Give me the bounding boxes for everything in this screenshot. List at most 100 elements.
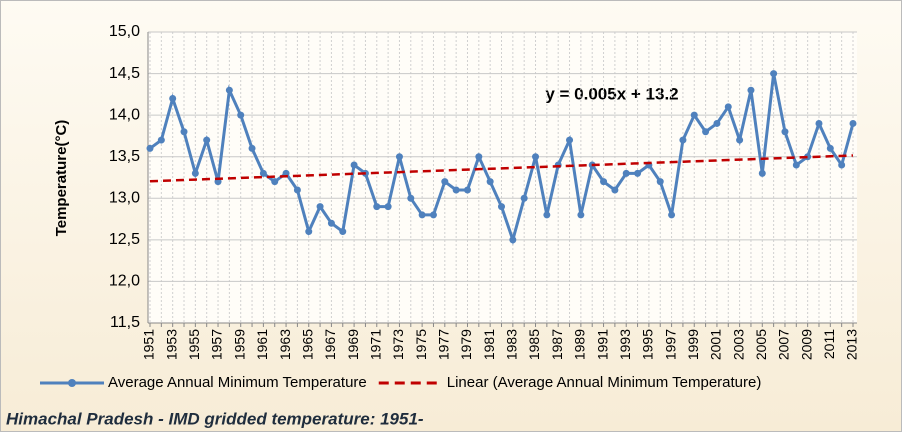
x-tick-label: 1999 (685, 329, 701, 360)
data-point (203, 136, 211, 144)
y-tick-label: 12,0 (109, 273, 140, 290)
data-point (781, 128, 789, 136)
plot-area (148, 32, 857, 323)
data-point (600, 178, 608, 186)
x-tick-label: 2013 (844, 329, 860, 360)
x-tick-label: 1981 (481, 329, 497, 360)
data-point (770, 70, 778, 78)
x-tick-label: 1957 (209, 329, 225, 360)
data-point (838, 161, 846, 169)
legend-marker (68, 379, 76, 387)
x-tick-label: 1961 (254, 329, 270, 360)
data-point (225, 86, 233, 94)
x-tick-label: 1973 (390, 329, 406, 360)
y-tick-label: 11,5 (110, 314, 140, 331)
data-point (792, 161, 800, 169)
x-tick-label: 1993 (617, 329, 633, 360)
data-point (395, 153, 403, 161)
x-tick-label: 1951 (141, 329, 157, 360)
y-tick-label: 15,0 (109, 23, 140, 40)
data-point (452, 186, 460, 194)
data-point (180, 128, 188, 136)
data-point (339, 228, 347, 236)
x-tick-label: 2005 (753, 329, 769, 360)
data-point (724, 103, 732, 111)
data-point (656, 178, 664, 186)
x-tick-label: 1995 (640, 329, 656, 360)
data-point (498, 203, 505, 211)
x-tick-label: 1971 (367, 329, 383, 360)
data-point (532, 153, 540, 161)
x-tick-label: 2003 (730, 329, 746, 360)
data-point (169, 95, 177, 103)
x-tick-label: 1967 (322, 329, 338, 360)
x-tick-label: 1965 (299, 329, 315, 360)
data-point (690, 111, 698, 119)
data-point (463, 186, 471, 194)
data-point (248, 144, 256, 152)
y-tick-label: 13,5 (109, 148, 140, 165)
data-point (293, 186, 301, 194)
data-point (237, 111, 245, 119)
y-tick-label: 14,5 (109, 65, 140, 82)
x-tick-label: 1953 (163, 329, 179, 360)
x-tick-label: 1963 (277, 329, 293, 360)
data-point (566, 136, 574, 144)
data-point (418, 211, 426, 219)
data-point (373, 203, 381, 211)
data-point (634, 169, 642, 177)
data-point (543, 211, 551, 219)
data-point (407, 194, 415, 202)
data-point (849, 119, 857, 127)
x-tick-label: 1977 (436, 329, 452, 360)
data-point (350, 161, 358, 169)
data-point (804, 153, 812, 161)
data-point (441, 178, 449, 186)
x-tick-label: 1979 (458, 329, 474, 360)
data-point (191, 169, 199, 177)
annotation: y = 0.005x + 13.2 (545, 84, 678, 103)
y-tick-label: 12,5 (109, 231, 140, 248)
data-point (702, 128, 710, 136)
x-tick-label: 2001 (708, 329, 724, 360)
legend-label: Linear (Average Annual Minimum Temperatu… (447, 374, 762, 391)
x-tick-label: 1959 (231, 329, 247, 360)
data-point (327, 219, 335, 227)
x-tick-label: 2011 (821, 329, 837, 359)
legend-label: Average Annual Minimum Temperature (108, 374, 367, 391)
x-tick-label: 2009 (798, 329, 814, 360)
data-point (384, 203, 392, 211)
data-point (577, 211, 585, 219)
data-point (758, 169, 766, 177)
data-point (815, 119, 823, 127)
data-point (520, 194, 528, 202)
data-point (668, 211, 676, 219)
x-tick-label: 1991 (594, 329, 610, 360)
data-point (475, 153, 483, 161)
data-point (679, 136, 687, 144)
x-tick-label: 1983 (504, 329, 520, 360)
x-tick-label: 1987 (549, 329, 565, 360)
data-point (305, 228, 313, 236)
series-line (149, 154, 854, 183)
data-point (316, 203, 324, 211)
data-point (747, 86, 755, 94)
data-point (509, 236, 517, 244)
x-tick-label: 1985 (526, 329, 542, 360)
data-point (826, 144, 834, 152)
data-point (736, 136, 744, 144)
data-point (146, 144, 154, 152)
data-point (259, 169, 267, 177)
y-tick-label: 13,0 (109, 190, 140, 207)
data-point (622, 169, 630, 177)
x-tick-label: 1975 (413, 329, 429, 360)
y-axis-label: Temperature(°C) (53, 120, 70, 237)
data-point (713, 119, 721, 127)
data-point (157, 136, 165, 144)
x-tick-label: 1997 (662, 329, 678, 360)
x-tick-label: 1955 (186, 329, 202, 360)
data-point (611, 186, 619, 194)
x-tick-label: 1989 (572, 329, 588, 360)
y-tick-label: 14,0 (109, 106, 140, 123)
